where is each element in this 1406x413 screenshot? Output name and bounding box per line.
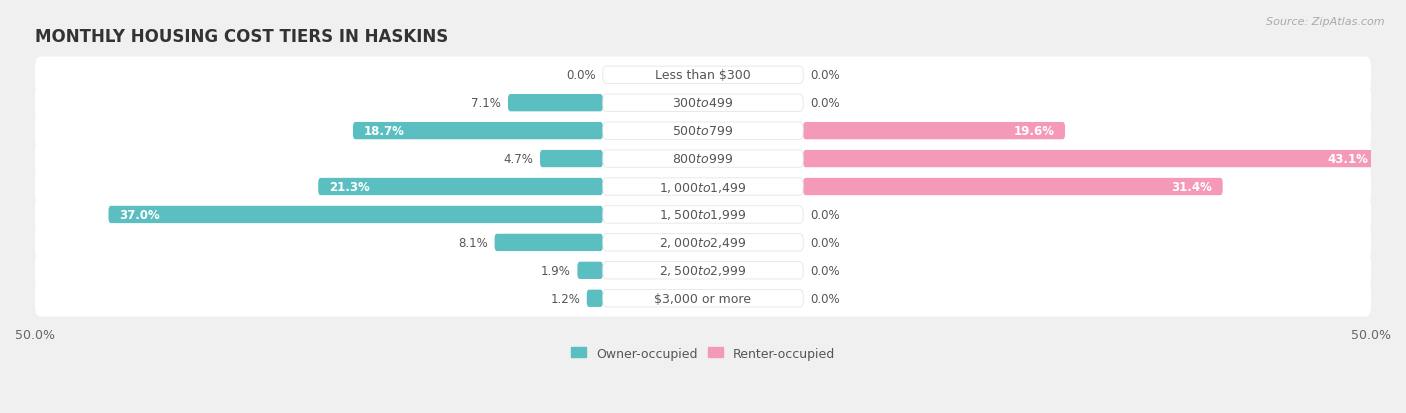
FancyBboxPatch shape — [35, 252, 1371, 289]
Text: $500 to $799: $500 to $799 — [672, 125, 734, 138]
FancyBboxPatch shape — [35, 169, 1371, 205]
Text: 0.0%: 0.0% — [810, 209, 839, 221]
Text: 0.0%: 0.0% — [810, 236, 839, 249]
Text: Less than $300: Less than $300 — [655, 69, 751, 82]
FancyBboxPatch shape — [35, 280, 1371, 317]
FancyBboxPatch shape — [35, 85, 1371, 121]
FancyBboxPatch shape — [603, 123, 803, 140]
FancyBboxPatch shape — [35, 57, 1371, 94]
Text: $2,000 to $2,499: $2,000 to $2,499 — [659, 236, 747, 250]
FancyBboxPatch shape — [35, 141, 1371, 177]
Text: MONTHLY HOUSING COST TIERS IN HASKINS: MONTHLY HOUSING COST TIERS IN HASKINS — [35, 28, 449, 46]
Text: 0.0%: 0.0% — [810, 264, 839, 277]
FancyBboxPatch shape — [318, 178, 603, 196]
Text: 7.1%: 7.1% — [471, 97, 502, 110]
Text: 19.6%: 19.6% — [1014, 125, 1054, 138]
Text: $800 to $999: $800 to $999 — [672, 153, 734, 166]
Text: $300 to $499: $300 to $499 — [672, 97, 734, 110]
FancyBboxPatch shape — [578, 262, 603, 279]
Text: $1,000 to $1,499: $1,000 to $1,499 — [659, 180, 747, 194]
FancyBboxPatch shape — [35, 197, 1371, 233]
FancyBboxPatch shape — [35, 225, 1371, 261]
Text: 1.2%: 1.2% — [550, 292, 581, 305]
Text: 18.7%: 18.7% — [364, 125, 405, 138]
FancyBboxPatch shape — [803, 151, 1379, 168]
Text: 1.9%: 1.9% — [541, 264, 571, 277]
FancyBboxPatch shape — [603, 290, 803, 307]
FancyBboxPatch shape — [508, 95, 603, 112]
FancyBboxPatch shape — [586, 290, 603, 307]
Text: Source: ZipAtlas.com: Source: ZipAtlas.com — [1267, 17, 1385, 26]
FancyBboxPatch shape — [803, 178, 1223, 196]
FancyBboxPatch shape — [495, 234, 603, 252]
Text: 0.0%: 0.0% — [810, 69, 839, 82]
Text: 21.3%: 21.3% — [329, 180, 370, 194]
Text: 37.0%: 37.0% — [120, 209, 160, 221]
FancyBboxPatch shape — [803, 123, 1066, 140]
FancyBboxPatch shape — [603, 67, 803, 84]
Text: $2,500 to $2,999: $2,500 to $2,999 — [659, 263, 747, 278]
FancyBboxPatch shape — [540, 151, 603, 168]
FancyBboxPatch shape — [603, 178, 803, 196]
FancyBboxPatch shape — [603, 151, 803, 168]
Text: $1,500 to $1,999: $1,500 to $1,999 — [659, 208, 747, 222]
Text: 31.4%: 31.4% — [1171, 180, 1212, 194]
Text: 8.1%: 8.1% — [458, 236, 488, 249]
Text: $3,000 or more: $3,000 or more — [655, 292, 751, 305]
Legend: Owner-occupied, Renter-occupied: Owner-occupied, Renter-occupied — [567, 342, 839, 365]
FancyBboxPatch shape — [108, 206, 603, 223]
Text: 4.7%: 4.7% — [503, 153, 533, 166]
FancyBboxPatch shape — [353, 123, 603, 140]
Text: 0.0%: 0.0% — [810, 292, 839, 305]
FancyBboxPatch shape — [603, 234, 803, 252]
FancyBboxPatch shape — [35, 113, 1371, 150]
FancyBboxPatch shape — [603, 95, 803, 112]
Text: 0.0%: 0.0% — [810, 97, 839, 110]
FancyBboxPatch shape — [603, 262, 803, 279]
FancyBboxPatch shape — [603, 206, 803, 223]
Text: 0.0%: 0.0% — [567, 69, 596, 82]
Text: 43.1%: 43.1% — [1327, 153, 1368, 166]
